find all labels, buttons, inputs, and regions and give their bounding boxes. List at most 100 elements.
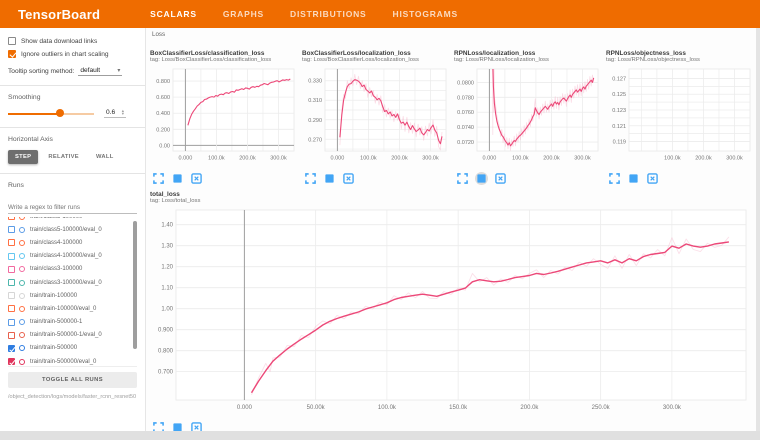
run-row[interactable]: train/train-100000 — [8, 289, 137, 302]
tab-scalars[interactable]: SCALARS — [150, 9, 197, 19]
logdir-path: /object_detection/logs/models/faster_rcn… — [8, 394, 137, 400]
run-visibility-circle-icon[interactable] — [19, 332, 25, 339]
axis-relative-button[interactable]: RELATIVE — [41, 150, 86, 164]
svg-text:250.0k: 250.0k — [592, 405, 611, 411]
chart-title: BoxClassifierLoss/localization_loss — [302, 50, 411, 57]
expand-icon[interactable] — [608, 172, 621, 185]
run-checkbox[interactable] — [8, 305, 15, 313]
fit-domain-icon[interactable] — [342, 172, 355, 185]
chart-plot[interactable]: 0.330 0.310 0.290 0.270 0.000 100.0k 200.0k 300… — [302, 65, 449, 164]
run-row[interactable]: train/train-500000-1 — [8, 316, 137, 329]
run-checkbox[interactable] — [8, 252, 15, 260]
svg-text:0.270: 0.270 — [308, 137, 322, 143]
tooltip-sort-select[interactable]: default ▾ — [78, 67, 123, 76]
category-header[interactable]: Loss — [152, 31, 166, 38]
run-row[interactable]: train/train-100000/eval_0 — [8, 302, 137, 315]
axis-step-button[interactable]: STEP — [8, 150, 39, 164]
run-checkbox[interactable] — [8, 279, 15, 287]
slider-thumb[interactable] — [55, 109, 64, 117]
run-row[interactable]: train/train-500000/eval_0 — [8, 355, 137, 366]
settings-sidebar: Show data download links Ignore outliers… — [0, 28, 145, 431]
run-row[interactable]: train/class5-100000 — [8, 217, 137, 223]
expand-icon[interactable] — [152, 421, 165, 431]
expand-icon[interactable] — [456, 172, 469, 185]
expand-icon[interactable] — [152, 172, 165, 185]
expand-icon[interactable] — [304, 172, 317, 185]
run-row[interactable]: train/class5-100000/eval_0 — [8, 223, 137, 236]
show-download-links-checkbox[interactable] — [8, 37, 16, 45]
svg-text:0.000: 0.000 — [483, 156, 497, 162]
scalar-chart-card: RPNLoss/localization_loss tag: Loss/RPNLo… — [454, 50, 601, 185]
svg-text:0.000: 0.000 — [331, 156, 345, 162]
ignore-outliers-checkbox[interactable] — [8, 50, 16, 58]
run-checkbox[interactable] — [8, 217, 15, 221]
run-row[interactable]: train/class3-100000/eval_0 — [8, 276, 137, 289]
run-row[interactable]: train/class4-100000/eval_0 — [8, 250, 137, 263]
run-checkbox[interactable] — [8, 344, 15, 352]
run-visibility-circle-icon[interactable] — [19, 358, 25, 365]
run-visibility-circle-icon[interactable] — [19, 266, 25, 273]
run-row[interactable]: train/class3-100000 — [8, 263, 137, 276]
svg-text:1.30: 1.30 — [161, 244, 173, 250]
fit-domain-icon[interactable] — [646, 172, 659, 185]
run-visibility-circle-icon[interactable] — [19, 226, 25, 233]
svg-text:200.0k: 200.0k — [520, 405, 539, 411]
run-list-scrollbar[interactable] — [133, 221, 137, 349]
toggle-all-runs-button[interactable]: TOGGLE ALL RUNS — [8, 372, 137, 388]
chart-plot[interactable]: 0.0800 0.0780 0.0760 0.0740 0.0720 0.000 100.0… — [454, 65, 601, 164]
run-visibility-circle-icon[interactable] — [19, 292, 25, 299]
ignore-outliers-row[interactable]: Ignore outliers in chart scaling — [8, 50, 137, 58]
tab-distributions[interactable]: DISTRIBUTIONS — [290, 9, 367, 19]
axis-wall-button[interactable]: WALL — [89, 150, 121, 164]
svg-text:0.127: 0.127 — [612, 76, 626, 82]
run-visibility-circle-icon[interactable] — [19, 305, 25, 312]
run-visibility-circle-icon[interactable] — [19, 253, 25, 260]
fit-domain-icon[interactable] — [190, 172, 203, 185]
svg-text:50.00k: 50.00k — [307, 405, 326, 411]
run-row[interactable]: train/train-500000 — [8, 342, 137, 355]
run-visibility-circle-icon[interactable] — [19, 319, 25, 326]
run-visibility-circle-icon[interactable] — [19, 345, 25, 352]
run-row[interactable]: train/train-500000-1/eval_0 — [8, 329, 137, 342]
fullsize-icon[interactable] — [323, 172, 336, 185]
tab-histograms[interactable]: HISTOGRAMS — [392, 9, 458, 19]
run-visibility-circle-icon[interactable] — [19, 217, 25, 220]
chart-title: RPNLoss/localization_loss — [454, 50, 536, 57]
svg-text:0.290: 0.290 — [308, 118, 322, 124]
tab-graphs[interactable]: GRAPHS — [222, 9, 264, 19]
run-row[interactable]: train/class4-100000 — [8, 236, 137, 249]
run-checkbox[interactable] — [8, 239, 15, 247]
fullsize-icon[interactable] — [627, 172, 640, 185]
show-download-links-row[interactable]: Show data download links — [8, 37, 137, 45]
stepper-icons[interactable]: ▴ ▾ — [121, 108, 124, 116]
smoothing-value-input[interactable]: 0.6 ▴ ▾ — [104, 108, 126, 118]
chart-plot[interactable]: 0.127 0.125 0.123 0.121 0.119 100.0k 200.0k 300… — [606, 65, 753, 164]
run-checkbox[interactable] — [8, 265, 15, 273]
nav-tabs: SCALARS GRAPHS DISTRIBUTIONS HISTOGRAMS — [150, 9, 458, 19]
chart-plot[interactable]: 1.40 1.30 1.20 1.10 1.00 0.900 0.800 0.700 0.000… — [150, 206, 750, 413]
fit-domain-icon[interactable] — [494, 172, 507, 185]
chart-title: total_loss — [150, 191, 180, 198]
tooltip-sort-label: Tooltip sorting method: — [8, 68, 75, 75]
svg-text:0.0720: 0.0720 — [457, 140, 474, 146]
svg-text:0.330: 0.330 — [308, 79, 322, 85]
fit-domain-icon[interactable] — [190, 421, 203, 431]
run-checkbox[interactable] — [8, 226, 15, 234]
run-checkbox[interactable] — [8, 358, 15, 366]
divider — [0, 173, 145, 174]
run-list[interactable]: train/class5-100000 train/class5-100000/e… — [8, 217, 137, 367]
fullsize-icon[interactable] — [171, 421, 184, 431]
run-filter-input[interactable] — [8, 202, 137, 214]
run-visibility-circle-icon[interactable] — [19, 239, 25, 246]
run-checkbox[interactable] — [8, 292, 15, 300]
chart-plot[interactable]: 0.800 0.600 0.400 0.200 0.00 0.000 100.0k 200.0… — [150, 65, 297, 164]
run-name: train/class5-100000/eval_0 — [30, 226, 102, 233]
smoothing-slider[interactable] — [8, 108, 94, 118]
run-checkbox[interactable] — [8, 318, 15, 326]
fullsize-icon[interactable] — [171, 172, 184, 185]
smoothing-value: 0.6 — [106, 108, 116, 116]
run-checkbox[interactable] — [8, 331, 15, 339]
fullsize-icon[interactable] — [475, 171, 488, 185]
run-visibility-circle-icon[interactable] — [19, 279, 25, 286]
svg-text:300.0k: 300.0k — [422, 156, 439, 162]
